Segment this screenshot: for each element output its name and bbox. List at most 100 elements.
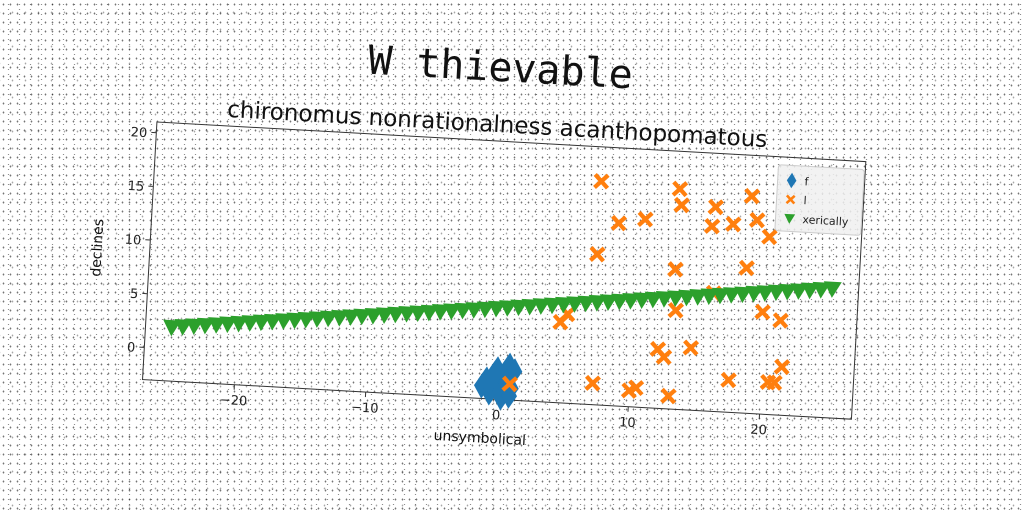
- data-point-x: [593, 173, 610, 190]
- x-tick-label: −20: [219, 393, 247, 410]
- x-tick-label: 20: [750, 423, 767, 439]
- data-point-triangle: [319, 310, 338, 328]
- data-point-x: [667, 302, 685, 319]
- data-point-triangle: [398, 305, 417, 323]
- data-point-triangle: [230, 315, 249, 333]
- data-point-triangle: [308, 311, 327, 328]
- y-tick-label: 0: [127, 340, 136, 355]
- legend-label-l: l: [803, 194, 807, 207]
- data-point-x: [584, 374, 601, 392]
- data-point-triangle: [521, 298, 540, 316]
- data-point-x: [785, 194, 796, 205]
- data-point-triangle: [297, 311, 316, 329]
- data-point-triangle: [823, 281, 842, 298]
- data-point-triangle: [510, 299, 529, 317]
- data-point-triangle: [644, 291, 663, 309]
- legend-label-f: f: [804, 175, 810, 188]
- y-tick-label: 15: [127, 179, 144, 195]
- data-point-x: [720, 371, 737, 389]
- x-axis-label: unsymbolical: [433, 428, 526, 449]
- data-point-x: [748, 211, 766, 229]
- x-tick-label: 0: [491, 408, 500, 423]
- data-point-x: [637, 210, 654, 228]
- chart-title: W thievable: [367, 38, 634, 99]
- data-point-triangle: [431, 304, 450, 321]
- y-tick-label: 5: [130, 287, 139, 302]
- data-point-x: [682, 339, 700, 357]
- data-point-triangle: [387, 306, 406, 324]
- data-point-triangle: [454, 302, 473, 320]
- data-point-triangle: [196, 317, 215, 335]
- data-point-diamond: [489, 356, 506, 383]
- y-tick-label: 10: [124, 233, 141, 249]
- data-point-x: [707, 198, 725, 216]
- data-point-triangle: [745, 285, 764, 303]
- data-point-triangle: [263, 313, 282, 331]
- x-tick-label: 10: [619, 415, 636, 431]
- data-point-triangle: [420, 304, 439, 322]
- data-point-triangle: [611, 293, 630, 311]
- data-point-triangle: [734, 286, 753, 304]
- data-point-x: [667, 261, 684, 278]
- data-point-x: [725, 215, 742, 233]
- data-point-triangle: [812, 281, 831, 299]
- data-point-triangle: [241, 315, 260, 332]
- legend-label-xerically: xerically: [802, 213, 849, 229]
- data-point-triangle: [286, 312, 305, 330]
- data-point-x: [738, 259, 755, 277]
- data-point-x: [660, 387, 677, 405]
- data-point-triangle: [275, 313, 294, 330]
- data-point-triangle: [711, 287, 730, 305]
- data-point-triangle: [678, 289, 697, 307]
- data-point-triangle: [353, 308, 372, 326]
- data-point-triangle: [185, 318, 204, 336]
- data-point-triangle: [700, 288, 719, 306]
- data-point-x: [610, 214, 628, 232]
- data-point-triangle: [375, 307, 394, 324]
- data-point-triangle: [555, 296, 574, 314]
- data-point-triangle: [342, 309, 361, 326]
- data-point-triangle: [487, 300, 506, 318]
- data-point-x: [743, 187, 761, 205]
- x-axis-ticks: −20 −10 0 10 20: [219, 384, 767, 439]
- data-point-x: [671, 180, 689, 198]
- legend: fl xerically: [774, 164, 865, 236]
- data-point-triangle: [174, 319, 193, 336]
- data-point-diamond: [786, 172, 797, 189]
- data-point-triangle: [252, 314, 271, 332]
- data-point-triangle: [588, 294, 607, 312]
- data-point-triangle: [532, 298, 551, 315]
- data-point-triangle: [790, 283, 809, 300]
- data-point-triangle: [801, 282, 820, 300]
- chart-subtitle: chironomus nonrationalness acanthopomato…: [227, 97, 768, 153]
- data-point-x: [655, 348, 673, 366]
- y-tick-label: 20: [130, 125, 147, 141]
- data-point-x: [703, 217, 721, 235]
- data-point-triangle: [667, 290, 686, 308]
- data-point-triangle: [767, 284, 786, 302]
- data-point-triangle: [756, 285, 775, 302]
- legend-box: [774, 164, 865, 236]
- series-xerically: [163, 281, 842, 337]
- data-point-triangle: [723, 287, 741, 304]
- data-point-triangle: [465, 302, 484, 319]
- data-point-triangle: [633, 292, 652, 309]
- data-point-triangle: [331, 309, 350, 327]
- y-axis-ticks: 0 5 10 15 20: [124, 125, 157, 356]
- x-tick-label: −10: [351, 400, 379, 417]
- data-point-triangle: [689, 289, 708, 306]
- data-point-triangle: [364, 307, 383, 325]
- data-point-triangle: [163, 319, 182, 337]
- data-point-triangle: [409, 305, 428, 323]
- data-point-x: [766, 374, 783, 391]
- data-point-triangle: [499, 300, 518, 317]
- data-point-x: [589, 245, 606, 263]
- data-point-triangle: [443, 303, 462, 321]
- data-point-x: [501, 375, 518, 393]
- data-point-triangle: [784, 213, 796, 224]
- data-point-triangle: [655, 291, 674, 308]
- data-point-triangle: [566, 296, 585, 313]
- series-l: [501, 173, 791, 405]
- data-point-x: [772, 312, 789, 329]
